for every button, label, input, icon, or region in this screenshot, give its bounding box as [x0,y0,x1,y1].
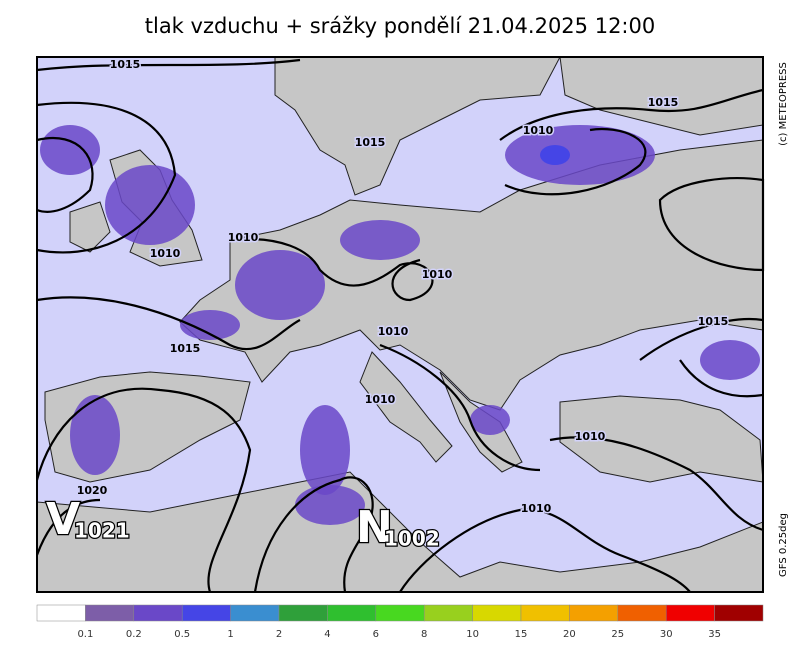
rain-area [700,340,760,380]
legend-label: 20 [563,629,576,640]
legend-swatch [85,604,135,622]
legend-label: 0.5 [174,629,190,640]
map-area [35,56,765,593]
isobar [36,296,301,351]
isobar-label: 1015 [355,136,386,149]
legend-swatch [278,604,328,622]
isobar [35,387,252,593]
isobar [499,88,764,141]
legend-label: 10 [466,629,479,640]
rain-area [235,250,325,320]
legend-swatch [520,604,570,622]
model-label: GFS 0.25deg [778,513,789,577]
precipitation [40,125,760,525]
legend-label: 25 [611,629,624,640]
isobar [379,343,541,472]
rain-area [340,220,420,260]
isobar-label: 1010 [523,124,554,137]
isobar [36,58,301,72]
legend-label: 1 [227,629,233,640]
legend-swatch [375,604,425,622]
legend-swatch [569,604,619,622]
legend-swatch [472,604,522,622]
legend-swatch [36,604,86,622]
isobars [35,58,765,593]
rain-area [540,145,570,165]
rain-area [180,310,240,340]
isobar [36,137,94,213]
legend-label: 0.2 [126,629,142,640]
legend-label: 30 [660,629,673,640]
rain-area [105,165,195,245]
legend-swatch [423,604,473,622]
isobar [504,128,647,196]
rain-area [295,485,365,525]
isobar-label: 1015 [170,342,201,355]
isobar-label: 1010 [365,393,396,406]
isobar-label: 1010 [521,502,552,515]
land [69,201,111,253]
isobar-label: 1015 [698,315,729,328]
map-frame [36,56,764,593]
land [359,351,453,463]
legend-label: 0.1 [77,629,93,640]
rain-area [70,395,120,475]
isobar [229,238,434,302]
isobar-label: 1010 [378,325,409,338]
isobar [399,508,691,593]
legend-label: 35 [708,629,721,640]
isobar-label: 1010 [150,247,181,260]
rain-area [300,405,350,495]
isobar-label: 1010 [228,231,259,244]
isobar [639,318,764,361]
legend-swatch [665,604,715,622]
isobar [36,101,177,254]
land [179,139,764,411]
isobar [35,498,101,556]
legend-label: 4 [324,629,330,640]
map-title: tlak vzduchu + srážky pondělí 21.04.2025… [145,14,655,38]
isobar-label: 1020 [77,484,108,497]
isobar [679,359,764,398]
isobar [549,436,764,532]
land [274,56,561,196]
legend-swatch [327,604,377,622]
legend-label: 15 [515,629,528,640]
legend-swatch [181,604,231,622]
legend-label: 6 [373,629,379,640]
pressure-center-letter: V [46,494,80,545]
legend-swatch [714,604,764,622]
legend-label: 8 [421,629,427,640]
rain-area [470,405,510,435]
rain-area [505,125,655,185]
isobar-label: 1010 [575,430,606,443]
isobar-label: 1015 [110,58,141,71]
legend-swatch [133,604,183,622]
isobar-label: 1010 [422,268,453,281]
isobar-label: 1015 [648,96,679,109]
pressure-center-value: 1021 [74,519,130,543]
legend-swatch [230,604,280,622]
pressure-center-letter: N [356,502,393,553]
legend-label: 2 [276,629,282,640]
legend-swatch [617,604,667,622]
copyright: (c) METEOPRESS [778,62,789,146]
pressure-center-value: 1002 [384,527,440,551]
isobar [253,476,374,593]
